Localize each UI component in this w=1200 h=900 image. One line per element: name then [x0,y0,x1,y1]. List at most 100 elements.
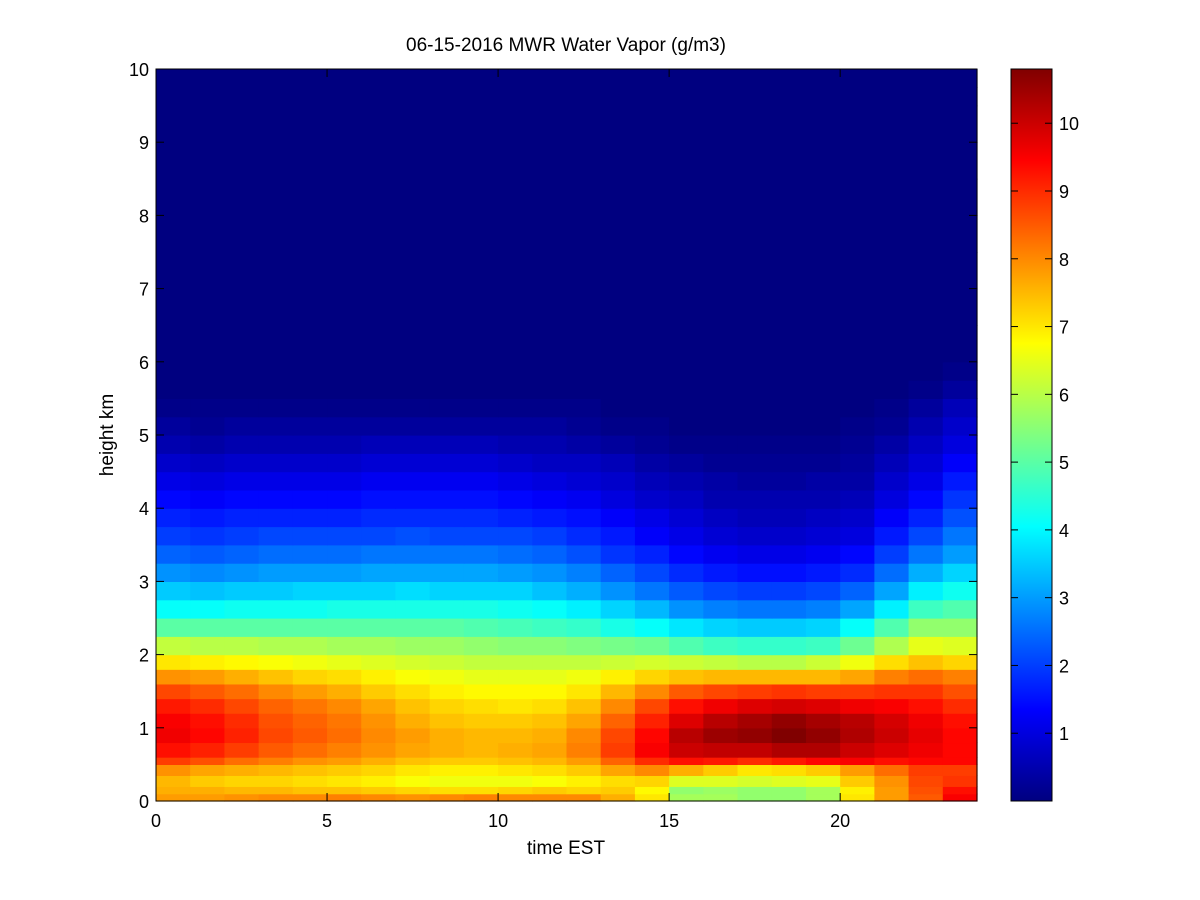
heatmap-cell [634,698,670,714]
heatmap-cell [429,786,465,795]
heatmap-cell [703,87,739,107]
heatmap-cell [669,669,704,685]
heatmap-cell [498,416,533,436]
heatmap-cell [190,669,226,685]
heatmap-cell [156,489,191,509]
heatmap-cell [908,786,944,795]
heatmap-cell [498,471,533,491]
heatmap-cell [463,742,499,758]
heatmap-cell [156,544,191,564]
heatmap-cell [190,757,226,765]
heatmap-cell [429,683,465,700]
heatmap-cell [463,581,499,601]
heatmap-cell [292,380,328,399]
heatmap-cell [634,544,670,564]
heatmap-cell [566,654,602,670]
heatmap-cell [737,581,773,601]
heatmap-cell [498,713,533,729]
heatmap-cell [361,398,397,418]
heatmap-cell [908,105,944,143]
heatmap-cell [156,105,191,143]
heatmap-cell [874,398,910,418]
colorbar-tick-label: 5 [1059,453,1069,473]
heatmap-cell [292,654,328,670]
heatmap-cell [771,489,807,509]
heatmap-cell [771,526,807,546]
heatmap-cell [327,361,362,381]
heatmap-cell [805,793,841,802]
heatmap-cell [805,581,841,601]
heatmap-cell [566,581,602,601]
heatmap-cell [600,252,636,290]
heatmap-cell [908,563,944,582]
y-tick-label: 10 [129,60,149,80]
colorbar-ticks: 1 2 3 4 5 6 7 8 9 10 [1011,114,1079,744]
heatmap-cell [258,581,294,601]
heatmap-cell [224,713,260,729]
heatmap-cell [942,416,978,436]
heatmap-cell [874,742,910,758]
heatmap-cell [327,142,362,180]
heatmap-cell [703,563,739,582]
heatmap-cell [908,698,944,714]
heatmap-cell [429,636,465,656]
heatmap-cell [566,361,602,381]
heatmap-cell [805,713,841,729]
heatmap-cell [805,453,841,473]
heatmap-cell [771,508,807,528]
heatmap-cell [292,471,328,491]
heatmap-cell [566,69,602,88]
heatmap-cell [429,215,465,253]
heatmap-cell [361,69,397,88]
heatmap-cell [908,453,944,473]
heatmap-cell [224,683,260,700]
heatmap-cell [224,142,260,180]
x-tick-label: 20 [830,811,850,831]
heatmap-cell [634,786,670,795]
y-tick-label: 4 [139,499,149,519]
heatmap-cell [258,599,294,619]
heatmap-cell [258,471,294,491]
heatmap-cell [669,618,704,637]
heatmap-cell [600,786,636,795]
heatmap-cell [805,380,841,399]
heatmap-cell [600,398,636,418]
heatmap-cell [156,361,191,381]
heatmap-cell [805,526,841,546]
heatmap-cell [669,764,704,776]
heatmap-cell [566,435,602,454]
heatmap-cell [566,757,602,765]
heatmap-cell [566,683,602,700]
y-tick-label: 1 [139,719,149,739]
heatmap-cell [874,361,910,381]
heatmap-cell [292,599,328,619]
heatmap-cell [463,775,499,787]
heatmap-cell [600,727,636,744]
heatmap-cell [190,544,226,564]
heatmap-cell [566,416,602,436]
heatmap-cell [771,654,807,670]
heatmap-cell [600,636,636,656]
heatmap-cell [942,742,978,758]
heatmap-cell [292,398,328,418]
heatmap-cell [258,508,294,528]
heatmap-cell [840,599,875,619]
heatmap-cell [429,105,465,143]
heatmap-cell [737,178,773,216]
heatmap-cell [258,215,294,253]
heatmap-cell [805,325,841,363]
heatmap-cell [463,178,499,216]
heatmap-cell [156,471,191,491]
heatmap-cell [634,453,670,473]
heatmap-cell [634,599,670,619]
heatmap-cell [737,654,773,670]
heatmap-cell [908,654,944,670]
heatmap-cell [327,742,362,758]
heatmap-cell [771,215,807,253]
heatmap-cell [463,105,499,143]
heatmap-cell [771,757,807,765]
heatmap-cell [703,683,739,700]
heatmap-cell [190,599,226,619]
y-axis-label: height km [97,394,118,476]
heatmap-cell [908,757,944,765]
